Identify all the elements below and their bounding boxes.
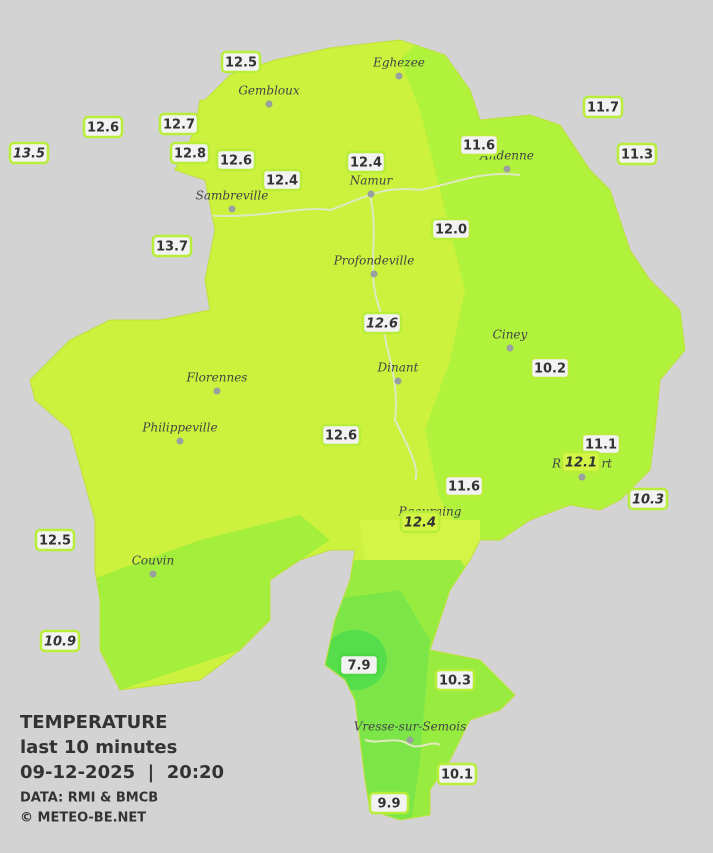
legend-source: DATA: RMI & BMCB <box>20 791 158 806</box>
station-box <box>39 629 81 653</box>
station-box <box>616 142 658 166</box>
station-value: 12.5 <box>39 534 71 549</box>
station-value: 12.6 <box>87 121 119 136</box>
city-dot <box>506 344 514 352</box>
station-value: 11.3 <box>621 148 653 163</box>
station-box <box>560 450 602 474</box>
station-box <box>261 168 303 192</box>
city-label: Philippeville <box>141 421 217 435</box>
city-label: Florennes <box>186 371 248 385</box>
station-value: 12.4 <box>404 516 436 531</box>
station-box <box>169 141 211 165</box>
station-value: 10.3 <box>439 674 471 689</box>
station-value: 12.1 <box>565 456 597 471</box>
city-label: Ciney <box>493 328 528 342</box>
city-dot <box>213 387 221 395</box>
station-box <box>443 474 485 498</box>
station-value: 12.8 <box>174 147 206 162</box>
station-value: 12.4 <box>266 174 298 189</box>
city-label: Eghezee <box>372 56 425 70</box>
station-box <box>580 432 622 456</box>
zone-beauraing <box>360 520 480 560</box>
city-dot <box>395 72 403 80</box>
city-label: Profondeville <box>333 254 415 268</box>
station-value: 9.9 <box>377 797 400 812</box>
city-dot <box>367 190 375 198</box>
station-value: 10.2 <box>534 362 566 377</box>
city-label: Namur <box>349 174 394 188</box>
station-box <box>320 423 362 447</box>
station-box <box>582 95 624 119</box>
city-dot <box>176 437 184 445</box>
station-value: 12.5 <box>225 56 257 71</box>
zone-couvin <box>90 515 330 700</box>
station-box <box>345 150 387 174</box>
station-value: 12.0 <box>435 223 467 238</box>
station-box <box>8 141 50 165</box>
station-box <box>361 311 403 335</box>
legend-datetime: 09-12-2025 | 20:20 <box>20 762 224 783</box>
station-value: 12.7 <box>163 118 195 133</box>
station-value: 11.6 <box>448 480 480 495</box>
city-dot <box>265 100 273 108</box>
station-value: 12.6 <box>366 317 398 332</box>
station-value: 11.7 <box>587 101 619 116</box>
city-dot <box>370 270 378 278</box>
city-label: Vresse-sur-Semois <box>354 720 467 734</box>
river <box>199 173 521 218</box>
river <box>364 739 441 748</box>
legend: TEMPERATURE last 10 minutes 09-12-2025 |… <box>20 712 224 826</box>
station-box <box>215 148 257 172</box>
city-dot <box>578 473 586 481</box>
station-value: 10.9 <box>44 635 76 650</box>
city-label: Couvin <box>132 554 174 568</box>
station-value: 10.3 <box>632 493 664 508</box>
station-box <box>82 115 124 139</box>
city-dot <box>149 570 157 578</box>
legend-credit: © METEO-BE.NET <box>20 811 146 826</box>
city-label: Gembloux <box>238 84 300 98</box>
station-box <box>434 668 476 692</box>
station-box <box>529 356 571 380</box>
station-box <box>436 762 478 786</box>
station-box <box>34 528 76 552</box>
city-dot <box>228 205 236 213</box>
city-dot <box>503 165 511 173</box>
legend-title: TEMPERATURE <box>20 712 167 733</box>
station-value: 12.6 <box>220 154 252 169</box>
station-value: 11.6 <box>463 139 495 154</box>
river <box>369 194 418 481</box>
station-value: 13.7 <box>156 240 188 255</box>
stations: 12.5 12.6 12.7 13.5 12.8 12.6 12.4 12.4 11.6 11.7… <box>8 50 669 815</box>
station-box <box>151 234 193 258</box>
station-value: 7.9 <box>347 659 370 674</box>
cities: EghezeeGemblouxAndenneNamurSambrevillePr… <box>132 56 612 744</box>
city-label: Dinant <box>377 361 419 375</box>
station-box <box>627 487 669 511</box>
station-value: 10.1 <box>441 768 473 783</box>
station-value: 12.4 <box>350 156 382 171</box>
station-box <box>430 217 472 241</box>
station-value: 12.6 <box>325 429 357 444</box>
station-value: 11.1 <box>585 438 617 453</box>
legend-subtitle: last 10 minutes <box>20 737 177 758</box>
station-box <box>458 133 500 157</box>
city-dot <box>394 377 402 385</box>
station-value: 13.5 <box>13 147 45 162</box>
city-label: Sambreville <box>196 189 269 203</box>
station-box <box>368 791 410 815</box>
station-box <box>158 112 200 136</box>
station-box <box>399 510 441 534</box>
station-box <box>338 653 380 677</box>
city-dot <box>406 736 414 744</box>
station-box <box>220 50 262 74</box>
